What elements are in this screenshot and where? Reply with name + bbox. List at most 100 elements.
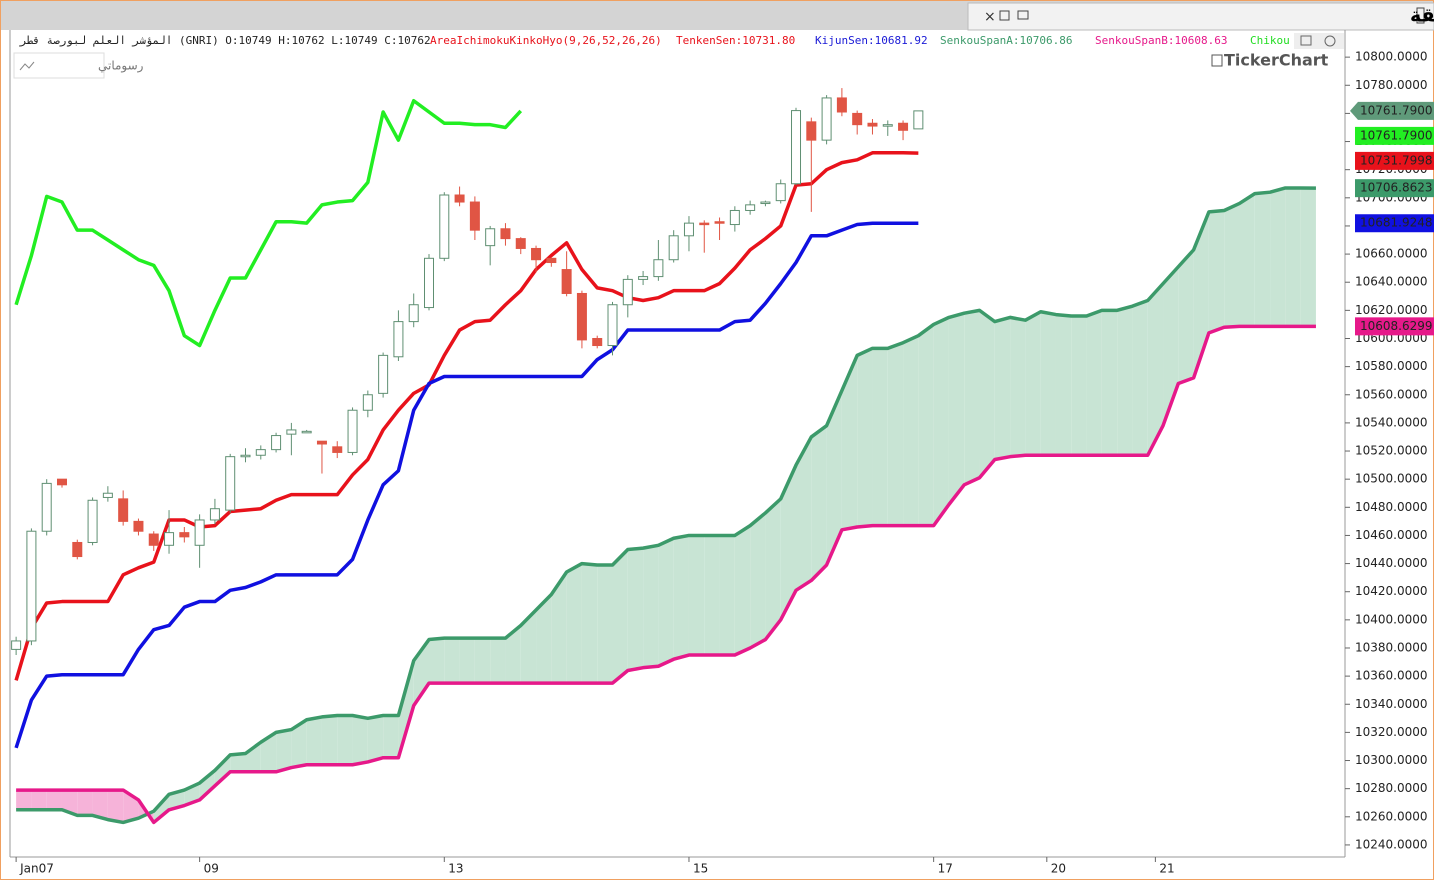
candle-body	[898, 122, 909, 131]
maximize-button[interactable]	[1300, 35, 1312, 46]
y-tick-label: 10660.0000	[1355, 247, 1428, 261]
candle-body	[882, 124, 893, 127]
cloud-fill	[46, 790, 62, 810]
cloud-fill	[1270, 187, 1286, 327]
candle-body	[118, 498, 129, 522]
x-tick-label: 15	[693, 862, 708, 876]
cloud-fill	[291, 719, 307, 768]
candle-body	[316, 440, 327, 445]
symbol-info: المؤشر العلم لبورصة قطر (GNRI) O:10749 H…	[19, 34, 431, 47]
candle-body	[836, 97, 847, 113]
y-tick-label: 10540.0000	[1355, 415, 1428, 429]
price-tag-label: 10761.7900	[1360, 128, 1433, 142]
cloud-fill	[612, 549, 628, 684]
candle-body	[454, 194, 465, 203]
candle-body	[821, 97, 832, 141]
cloud-fill	[444, 638, 460, 684]
cloud-fill	[597, 564, 613, 684]
x-tick-label: 21	[1159, 862, 1174, 876]
cloud-fill	[276, 729, 292, 772]
cloud-fill	[429, 638, 445, 684]
cloud-fill	[658, 538, 674, 667]
candle-body	[362, 394, 373, 411]
window-title: المؤشر العام لبورصة قطر - ثلاثون دقيقة	[1410, 5, 1434, 27]
cloud-fill	[811, 425, 827, 581]
cloud-fill	[887, 342, 904, 526]
settings-button[interactable]	[1324, 35, 1336, 47]
candle-body	[867, 122, 878, 127]
y-tick-label: 10560.0000	[1355, 387, 1428, 401]
candle-body	[576, 292, 587, 341]
y-tick-label: 10800.0000	[1355, 50, 1428, 64]
y-tick-label: 10320.0000	[1355, 725, 1428, 739]
cloud-fill	[352, 715, 368, 765]
cloud-fill	[398, 660, 414, 758]
candle-body	[301, 430, 312, 434]
candle-body	[668, 235, 679, 261]
candle-body	[653, 259, 664, 278]
cloud-fill	[566, 563, 582, 684]
detach-icon[interactable]	[1017, 10, 1029, 20]
legend-entry: SenkouSpanB:10608.63	[1095, 34, 1227, 47]
cloud-fill	[230, 753, 246, 772]
y-tick-label: 10340.0000	[1355, 697, 1428, 711]
candle-body	[393, 321, 404, 358]
candle-body	[148, 533, 159, 546]
cloud-fill	[627, 548, 644, 671]
cloud-fill	[245, 742, 261, 772]
candle-body	[347, 409, 358, 453]
candle-body	[255, 449, 266, 456]
candle-body	[729, 209, 740, 226]
y-tick-label: 10580.0000	[1355, 359, 1428, 373]
cloud-fill	[153, 794, 170, 823]
cloud-fill	[16, 790, 32, 810]
cloud-fill	[780, 465, 797, 620]
candle-body	[378, 354, 389, 394]
y-tick-label: 10640.0000	[1355, 275, 1428, 289]
cloud-fill	[643, 545, 659, 668]
logo-icon	[1211, 54, 1223, 67]
tab-icon	[1416, 7, 1425, 24]
candle-body	[622, 278, 633, 306]
cloud-fill	[337, 715, 353, 765]
cloud-fill	[1239, 193, 1255, 327]
drawings-button[interactable]	[13, 52, 105, 79]
cloud-fill	[505, 625, 521, 684]
cloud-fill	[765, 498, 781, 640]
cloud-fill	[1086, 310, 1102, 456]
indicator-line	[16, 186, 1316, 825]
candle-body	[424, 257, 435, 309]
cloud-fill	[490, 638, 506, 684]
logo: TickerChart	[1224, 51, 1329, 70]
cloud-fill	[1300, 187, 1316, 327]
restore-icon[interactable]	[999, 10, 1010, 21]
cloud-fill	[459, 638, 475, 684]
candle-body	[133, 520, 144, 532]
candle-body	[546, 257, 557, 264]
cloud-fill	[933, 317, 949, 526]
cloud-fill	[1254, 192, 1271, 327]
cloud-fill	[734, 525, 751, 656]
y-tick-label: 10280.0000	[1355, 781, 1428, 795]
candle-body	[714, 221, 725, 224]
candle-body	[26, 530, 37, 642]
price-tag	[1355, 317, 1434, 336]
candle-body	[852, 112, 863, 126]
cloud-fill	[918, 324, 934, 526]
price-tag-label: 10761.7900	[1360, 103, 1433, 117]
cloud-fill	[367, 715, 384, 762]
cloud-fill	[948, 313, 965, 505]
close-icon[interactable]: ×	[984, 9, 996, 25]
y-tick-label: 10500.0000	[1355, 472, 1428, 486]
cloud-fill	[383, 715, 399, 758]
info-line: المؤشر العلم لبورصة قطر (GNRI) O:10749 H…	[19, 34, 1290, 47]
price-tag	[1355, 151, 1434, 170]
cloud-fill	[77, 790, 93, 816]
price-tag-label: 10681.9248	[1360, 216, 1433, 230]
plot-area: 10240.0000 10260.0000 10280.0000 10300.0000…	[11, 50, 1434, 876]
candle-body	[500, 228, 511, 240]
indicator-line	[14, 151, 919, 681]
drawings-label[interactable]: رسوماتي	[98, 59, 144, 74]
